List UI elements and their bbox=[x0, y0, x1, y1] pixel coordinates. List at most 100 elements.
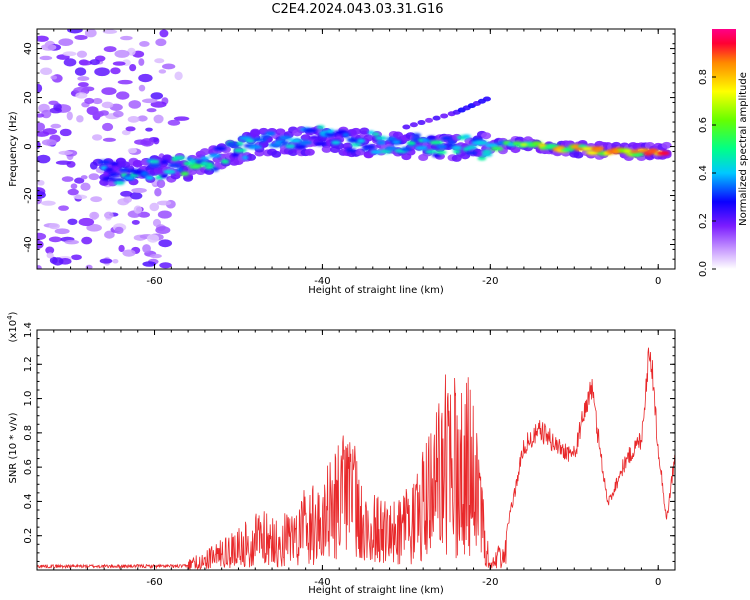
band-core bbox=[631, 152, 645, 157]
noise-blob bbox=[120, 35, 133, 41]
x-tick-label: -20 bbox=[482, 577, 498, 588]
noise-blob bbox=[114, 226, 124, 235]
spectrogram-heatmap bbox=[37, 29, 672, 269]
y-tick-label: 0 bbox=[23, 143, 34, 149]
noise-blob bbox=[73, 194, 88, 200]
noise-blob bbox=[58, 38, 74, 46]
noise-blob bbox=[102, 137, 116, 142]
y-tick-label: 1.0 bbox=[23, 391, 34, 407]
noise-blob bbox=[54, 228, 70, 235]
noise-blob bbox=[158, 239, 173, 248]
band-hotspot bbox=[556, 145, 565, 150]
colorbar-tick-label: 0.0 bbox=[698, 261, 709, 277]
noise-blob bbox=[37, 35, 49, 42]
noise-blob bbox=[127, 115, 140, 123]
noise-blob bbox=[40, 67, 53, 75]
noise-blob bbox=[62, 51, 77, 57]
band-core bbox=[295, 144, 307, 149]
noise-blob bbox=[102, 29, 118, 34]
band-core bbox=[345, 148, 357, 153]
band-core bbox=[372, 132, 380, 137]
noise-blob bbox=[74, 67, 87, 76]
noise-blob bbox=[94, 67, 110, 77]
band-core bbox=[376, 140, 386, 145]
band-halo bbox=[481, 132, 492, 140]
noise-blob bbox=[90, 196, 103, 203]
noise-blob bbox=[74, 177, 85, 184]
noise-blob bbox=[156, 200, 172, 206]
band-core bbox=[427, 135, 437, 140]
band-core bbox=[288, 138, 303, 143]
branch-blob bbox=[409, 122, 418, 128]
noise-blob bbox=[115, 91, 130, 100]
band-core bbox=[110, 161, 119, 166]
chart-title: C2E4.2024.043.03.31.G16 bbox=[271, 2, 444, 17]
noise-blob bbox=[80, 175, 88, 180]
noise-blob bbox=[154, 58, 165, 64]
branch-blob bbox=[402, 124, 411, 130]
band-halo bbox=[132, 159, 143, 167]
band-core bbox=[429, 140, 444, 145]
noise-blob bbox=[140, 138, 154, 147]
noise-blob bbox=[39, 55, 53, 61]
noise-blob bbox=[145, 127, 153, 132]
band-core bbox=[105, 167, 114, 172]
noise-blob bbox=[76, 50, 88, 58]
band-core bbox=[123, 176, 136, 181]
band-core bbox=[141, 171, 148, 176]
noise-blob bbox=[45, 246, 55, 255]
band-core bbox=[213, 146, 227, 151]
noise-blob bbox=[58, 205, 69, 211]
noise-blob bbox=[73, 86, 89, 94]
noise-blob bbox=[58, 150, 73, 155]
noise-blob bbox=[84, 29, 97, 38]
noise-blob bbox=[157, 210, 172, 219]
band-core bbox=[325, 132, 337, 137]
band-core bbox=[391, 140, 402, 145]
band-core bbox=[160, 159, 169, 165]
band-core bbox=[424, 149, 439, 154]
band-halo bbox=[355, 148, 366, 156]
band-core bbox=[475, 140, 489, 145]
band-core bbox=[466, 145, 478, 150]
band-core bbox=[160, 174, 169, 179]
noise-blob bbox=[120, 190, 133, 197]
noise-blob bbox=[37, 232, 47, 241]
band-core bbox=[248, 144, 262, 150]
band-core bbox=[118, 167, 130, 173]
branch-blob bbox=[440, 113, 449, 119]
y-tick-label: 0.4 bbox=[23, 493, 34, 509]
band-halo bbox=[510, 146, 521, 154]
band-halo bbox=[199, 148, 210, 156]
branch-blob bbox=[417, 120, 426, 126]
x-axis-label: Height of straight line (km) bbox=[308, 285, 444, 296]
band-halo bbox=[246, 153, 257, 161]
branch-blob bbox=[482, 96, 491, 102]
band-halo bbox=[250, 129, 261, 137]
band-core bbox=[244, 138, 256, 143]
band-core bbox=[148, 163, 161, 168]
noise-blob bbox=[75, 92, 88, 99]
y-tick-label: -40 bbox=[23, 236, 34, 252]
noise-blob bbox=[37, 83, 43, 93]
colorbar-tick-label: 0.8 bbox=[698, 69, 709, 85]
noise-blob bbox=[117, 79, 133, 85]
noise-blob bbox=[159, 262, 172, 269]
band-core bbox=[452, 149, 461, 154]
band-core bbox=[112, 178, 126, 183]
noise-blob bbox=[92, 98, 103, 105]
colorbar-tick-label: 0.2 bbox=[698, 213, 709, 229]
band-core bbox=[206, 162, 214, 167]
band-core bbox=[299, 140, 313, 145]
noise-blob bbox=[121, 129, 131, 136]
x-tick-label: -40 bbox=[314, 577, 330, 588]
y-tick-label: 0.2 bbox=[23, 528, 34, 544]
noise-blob bbox=[40, 43, 57, 51]
band-core bbox=[241, 155, 249, 160]
x-tick-label: -60 bbox=[146, 276, 162, 287]
band-halo bbox=[451, 154, 462, 162]
band-halo bbox=[342, 142, 353, 150]
band-core bbox=[231, 152, 239, 157]
noise-blob bbox=[48, 236, 62, 243]
y-tick-label: 40 bbox=[23, 42, 34, 55]
